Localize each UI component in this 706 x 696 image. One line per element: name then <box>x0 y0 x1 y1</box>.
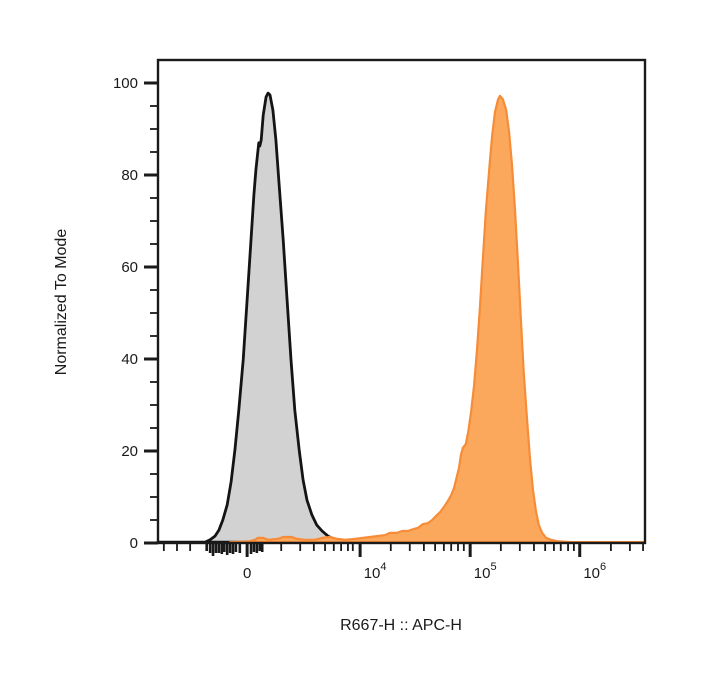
plot-border <box>156 58 647 545</box>
y-tick-label: 20 <box>121 443 138 460</box>
y-tick-label: 100 <box>113 75 138 92</box>
y-axis-title: Normalized To Mode <box>53 228 70 376</box>
y-tick-label: 60 <box>121 259 138 276</box>
histogram-curve-apc-stained <box>229 94 647 544</box>
histogram-curve-unstained-control <box>156 91 364 544</box>
x-tick-label: 106 <box>583 561 606 582</box>
axis-ticks <box>144 81 644 557</box>
y-tick-label: 40 <box>121 351 138 368</box>
tick-labels: 0 20 40 60 80 100 0 104 105 106 <box>113 75 606 582</box>
y-tick-label: 80 <box>121 167 138 184</box>
x-tick-label: 0 <box>243 565 251 582</box>
y-tick-label: 0 <box>130 535 138 552</box>
x-tick-label: 105 <box>474 561 497 582</box>
x-axis-title: R667-H :: APC-H <box>340 617 462 634</box>
series-layer <box>156 91 647 544</box>
plot-frame <box>156 58 647 545</box>
x-tick-label: 104 <box>364 561 387 582</box>
